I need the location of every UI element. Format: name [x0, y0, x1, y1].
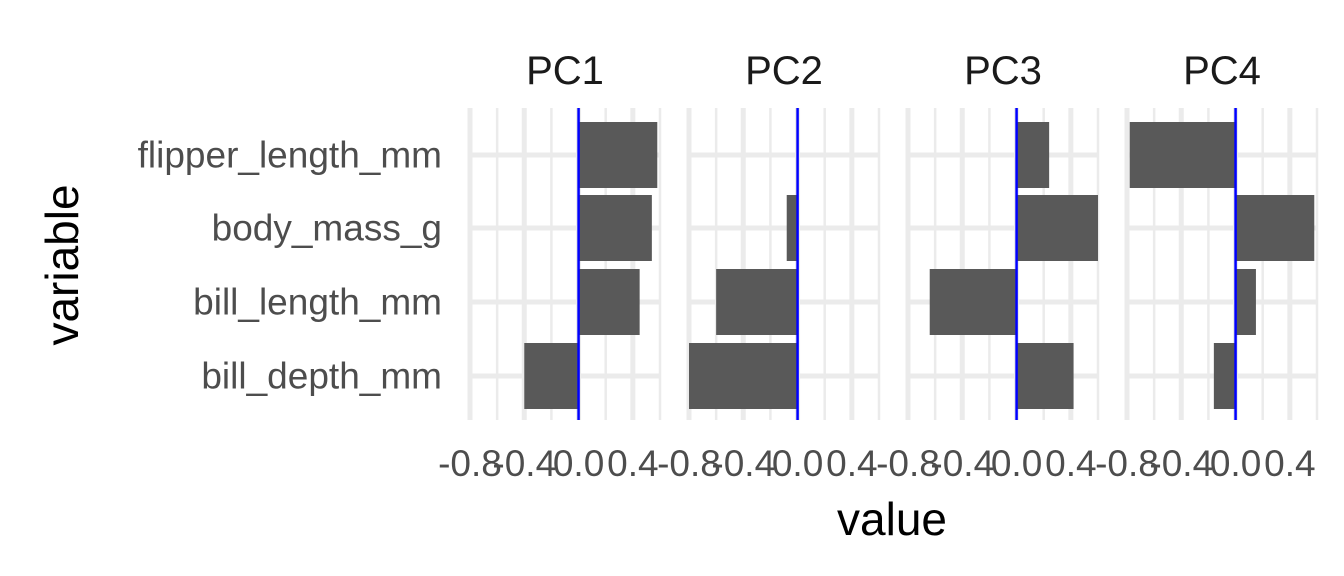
- facet-label-pc4: PC4: [1183, 49, 1261, 93]
- bar-pc2-bill-length-mm: [716, 269, 798, 335]
- bar-pc3-bill-depth-mm: [1016, 343, 1074, 409]
- x-tick-label: 0.0: [772, 443, 823, 484]
- x-tick-label: 0.4: [1045, 443, 1096, 484]
- bar-pc2-bill-depth-mm: [689, 343, 798, 409]
- x-tick-label: -0.8: [1095, 443, 1159, 484]
- x-tick-label: 0.4: [826, 443, 877, 484]
- facet-panel-pc2: PC2 -0.8-0.40.0 0.4: [657, 49, 881, 484]
- x-tick-label: -0.4: [930, 443, 994, 484]
- facet-label-pc3: PC3: [964, 49, 1042, 93]
- x-tick-label: -0.8: [438, 443, 502, 484]
- x-tick-label: -0.4: [1149, 443, 1213, 484]
- bar-pc3-bill-length-mm: [929, 269, 1017, 335]
- y-axis-labels: flipper_length_mm body_mass_g bill_length_…: [138, 135, 442, 397]
- x-tick-label: -0.8: [876, 443, 940, 484]
- facet-label-pc2: PC2: [745, 49, 823, 93]
- bar-pc4-bill-depth-mm: [1213, 343, 1236, 409]
- bar-pc1-flipper-length-mm: [578, 122, 658, 188]
- bar-pc4-flipper-length-mm: [1129, 122, 1236, 188]
- bar-pc3-flipper-length-mm: [1016, 122, 1050, 188]
- facet-panel-pc3: PC3 -0.8-0.40.0 0.4: [876, 49, 1100, 484]
- facet-panel-pc4: PC4 -0.8-0.40.0 0.4: [1095, 49, 1319, 484]
- bar-pc2-body-mass-g: [786, 195, 798, 261]
- x-tick-label: 0.0: [1210, 443, 1261, 484]
- y-tick-label-flipper-length-mm: flipper_length_mm: [138, 135, 442, 176]
- y-axis-title: variable: [36, 184, 88, 345]
- bar-pc4-bill-length-mm: [1235, 269, 1256, 335]
- x-tick-label: 0.4: [1264, 443, 1315, 484]
- bar-pc4-body-mass-g: [1235, 195, 1315, 261]
- x-tick-label: 0.4: [607, 443, 658, 484]
- facet-label-pc1: PC1: [526, 49, 604, 93]
- x-tick-label: -0.8: [657, 443, 721, 484]
- x-tick-label: 0.0: [991, 443, 1042, 484]
- bar-pc3-body-mass-g: [1016, 195, 1098, 261]
- x-tick-label: -0.4: [492, 443, 556, 484]
- bar-pc1-body-mass-g: [578, 195, 652, 261]
- x-axis-title: value: [837, 493, 947, 545]
- x-tick-label: -0.4: [711, 443, 775, 484]
- y-tick-label-bill-depth-mm: bill_depth_mm: [201, 356, 442, 397]
- facet-panel-pc1: PC1 -0.8-0.40.0 0.4: [438, 49, 662, 484]
- bar-pc1-bill-depth-mm: [524, 343, 579, 409]
- y-tick-label-bill-length-mm: bill_length_mm: [193, 282, 442, 323]
- x-tick-label: 0.0: [553, 443, 604, 484]
- bar-pc1-bill-length-mm: [578, 269, 640, 335]
- y-tick-label-body-mass-g: body_mass_g: [212, 208, 442, 249]
